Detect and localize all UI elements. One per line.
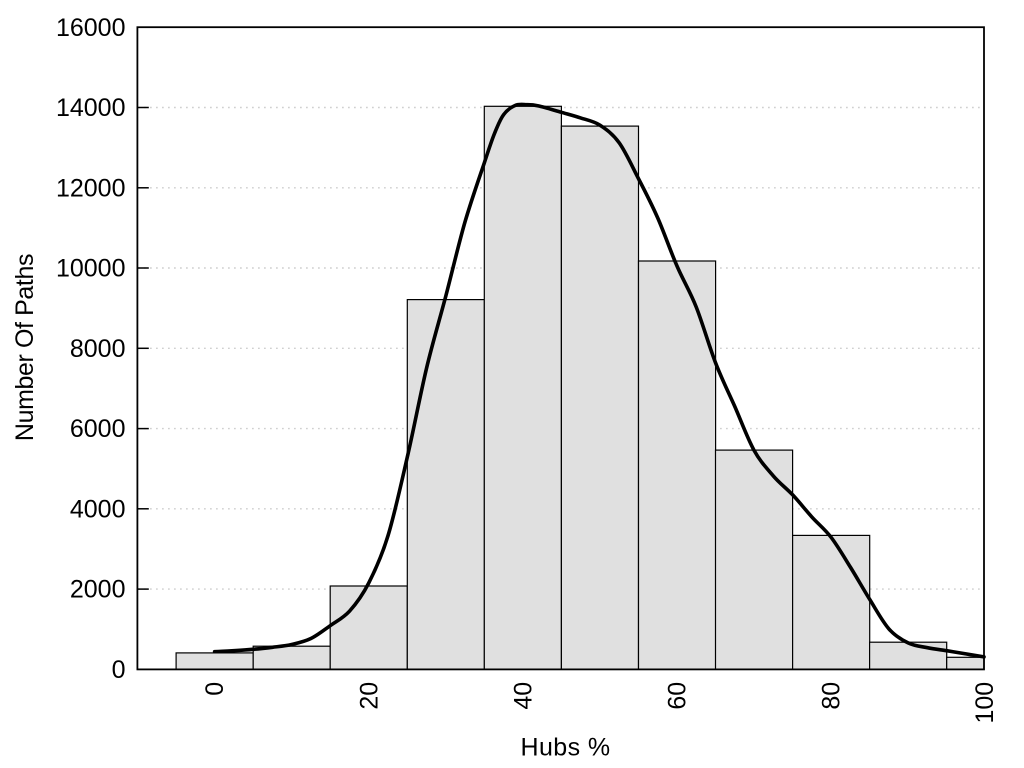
svg-text:60: 60 (664, 682, 692, 710)
svg-text:4000: 4000 (70, 495, 126, 523)
svg-text:Hubs %: Hubs % (521, 734, 611, 762)
svg-text:14000: 14000 (56, 94, 126, 122)
svg-text:0: 0 (201, 682, 229, 696)
svg-text:40: 40 (509, 682, 537, 710)
svg-text:2000: 2000 (70, 576, 126, 604)
svg-text:16000: 16000 (56, 14, 126, 42)
svg-text:0: 0 (112, 656, 126, 684)
svg-text:10000: 10000 (56, 255, 126, 283)
svg-text:6000: 6000 (70, 415, 126, 443)
svg-text:12000: 12000 (56, 174, 126, 202)
svg-text:Number Of Paths: Number Of Paths (11, 254, 39, 441)
svg-text:100: 100 (971, 682, 999, 724)
svg-text:20: 20 (355, 682, 383, 710)
svg-text:8000: 8000 (70, 335, 126, 363)
svg-text:80: 80 (818, 682, 846, 710)
